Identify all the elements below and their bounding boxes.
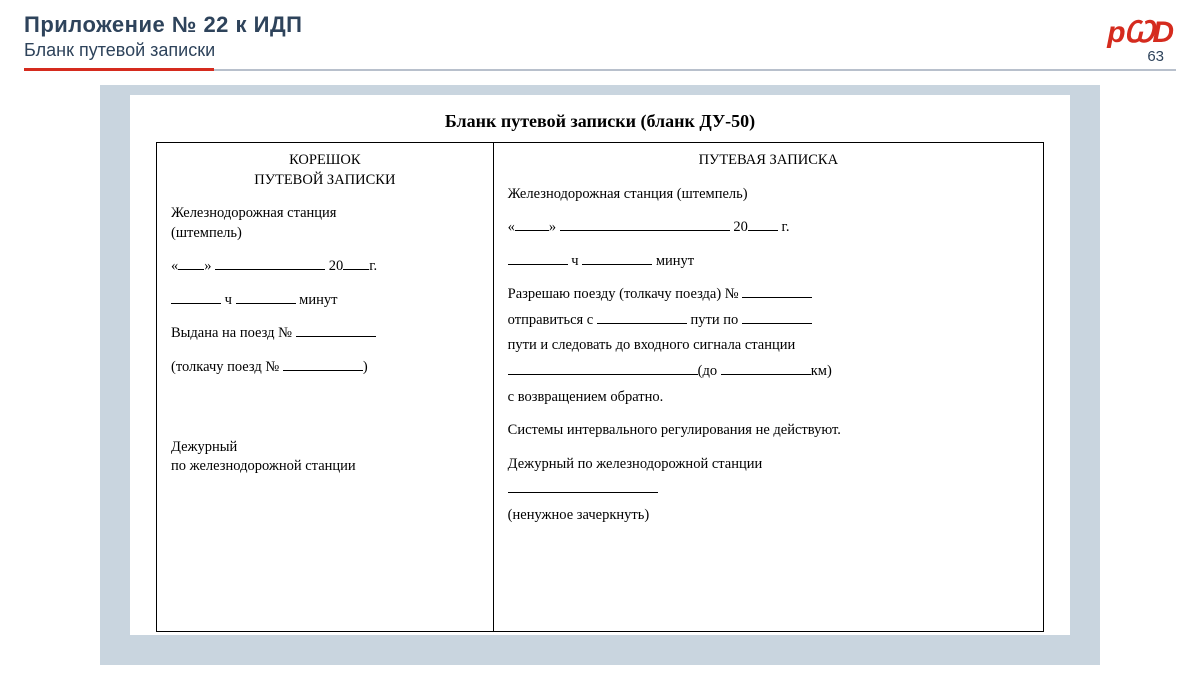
permit-2a: отправиться с xyxy=(508,312,594,328)
pusher-close: ) xyxy=(363,359,368,375)
stub-station-2: (штемпель) xyxy=(171,225,242,241)
note-column: ПУТЕВАЯ ЗАПИСКА Железнодорожная станция … xyxy=(494,143,1043,631)
time-m: минут xyxy=(299,292,337,308)
note-date-line: « » 20 г. xyxy=(508,218,1029,238)
permit-1a: Разрешаю поезду (толкачу поезда) № xyxy=(508,286,739,302)
q-open: « xyxy=(171,258,178,274)
note-heading: ПУТЕВАЯ ЗАПИСКА xyxy=(508,151,1029,171)
form-table: КОРЕШОК ПУТЕВОЙ ЗАПИСКИ Железнодорожная … xyxy=(156,142,1044,632)
note-duty: Дежурный по железнодорожной станции xyxy=(508,455,1029,475)
stub-station-1: Железнодорожная станция xyxy=(171,205,336,221)
permit-2b: пути по xyxy=(691,312,739,328)
issued-label: Выдана на поезд № xyxy=(171,325,292,341)
nq-mid: » xyxy=(549,219,556,235)
permit-line-3: пути и следовать до входного сигнала ста… xyxy=(508,336,1029,356)
slide-header: Приложение № 22 к ИДП Бланк путевой запи… xyxy=(0,0,1200,65)
stub-pusher-line: (толкачу поезд № ) xyxy=(171,358,479,378)
rule-red-accent xyxy=(24,68,214,71)
stub-heading-2: ПУТЕВОЙ ЗАПИСКИ xyxy=(254,172,395,188)
header-rule xyxy=(24,69,1176,71)
year-prefix: 20 xyxy=(329,258,344,274)
permit-line-1: Разрешаю поезду (толкачу поезда) № xyxy=(508,285,1029,305)
systems-line: Системы интервального регулирования не д… xyxy=(508,421,1029,441)
time-h: ч xyxy=(225,292,232,308)
q-mid: » xyxy=(204,258,211,274)
permit-line-2: отправиться с пути по xyxy=(508,311,1029,331)
document-page: Бланк путевой записки (бланк ДУ-50) КОРЕ… xyxy=(130,95,1070,635)
title-sub: Бланк путевой записки xyxy=(24,40,1176,61)
permit-4a: (до xyxy=(698,363,717,379)
note-time-line: ч минут xyxy=(508,252,1029,272)
stub-column: КОРЕШОК ПУТЕВОЙ ЗАПИСКИ Железнодорожная … xyxy=(157,143,494,631)
note-sign-line xyxy=(508,480,1029,500)
rzd-logo: pꞶD xyxy=(1107,10,1172,51)
year-suffix: г. xyxy=(369,258,377,274)
nyear-suffix: г. xyxy=(782,219,790,235)
document-stage: Бланк путевой записки (бланк ДУ-50) КОРЕ… xyxy=(100,85,1100,665)
page-number: 63 xyxy=(1147,48,1164,65)
permit-4b: км) xyxy=(811,363,832,379)
duty-2: по железнодорожной станции xyxy=(171,458,356,474)
note-station: Железнодорожная станция (штемпель) xyxy=(508,185,1029,205)
pusher-open: (толкачу поезд № xyxy=(171,359,279,375)
duty-1: Дежурный xyxy=(171,439,237,455)
permit-line-4: (до км) xyxy=(508,362,1029,382)
nyear-prefix: 20 xyxy=(733,219,748,235)
stub-heading-1: КОРЕШОК xyxy=(289,152,360,168)
stub-time-line: ч минут xyxy=(171,291,479,311)
ntime-h: ч xyxy=(571,253,578,269)
ntime-m: минут xyxy=(656,253,694,269)
doc-title: Бланк путевой записки (бланк ДУ-50) xyxy=(156,111,1044,132)
stub-date-line: « » 20 г. xyxy=(171,257,479,277)
stub-duty: Дежурный по железнодорожной станции xyxy=(171,438,479,477)
nq-open: « xyxy=(508,219,515,235)
permit-line-5: с возвращением обратно. xyxy=(508,388,1029,408)
stub-heading: КОРЕШОК ПУТЕВОЙ ЗАПИСКИ xyxy=(171,151,479,190)
strike-note: (ненужное зачеркнуть) xyxy=(508,506,1029,526)
stub-station: Железнодорожная станция (штемпель) xyxy=(171,204,479,243)
title-main: Приложение № 22 к ИДП xyxy=(24,12,1176,38)
stub-issued-line: Выдана на поезд № xyxy=(171,324,479,344)
